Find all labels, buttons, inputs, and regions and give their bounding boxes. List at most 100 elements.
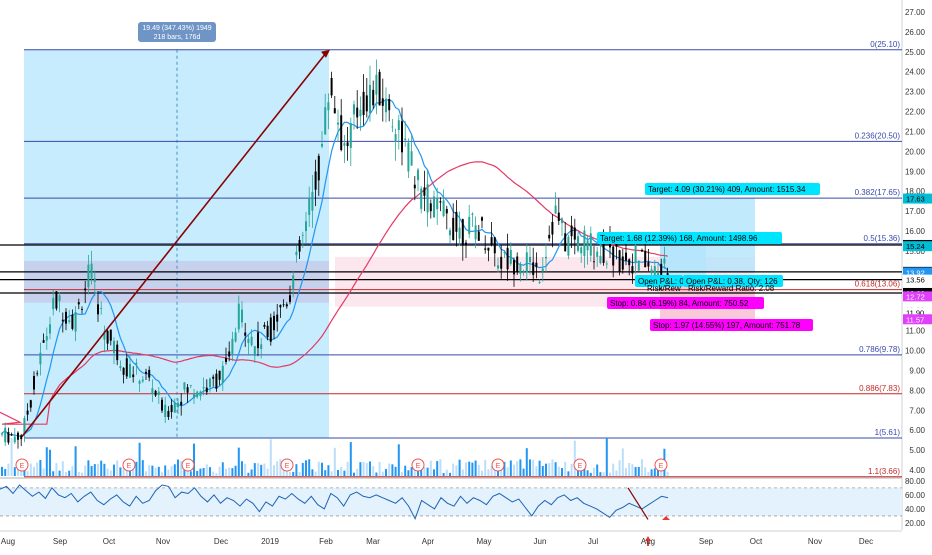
volume-bar (330, 471, 333, 476)
candle-body (612, 246, 615, 266)
candle-body (1, 433, 3, 435)
earnings-marker-4 (411, 458, 425, 472)
candle-body (545, 256, 547, 259)
volume-bar (561, 468, 563, 476)
volume-bar (298, 472, 301, 476)
volume-bar (308, 459, 311, 476)
candle-body (359, 109, 362, 117)
volume-bar (612, 463, 615, 476)
candle-body (266, 325, 269, 338)
volume-bar (650, 469, 653, 476)
price-tick-16: 11.00 (906, 327, 926, 336)
candle-body (324, 107, 327, 135)
rsi-tick-1: 60.00 (905, 491, 926, 500)
candle-body (602, 237, 605, 263)
fib-label-8: 1.1(3.66) (868, 467, 900, 476)
candle-body (388, 99, 391, 111)
volume-bar (314, 471, 317, 476)
candle-body (532, 262, 535, 276)
time-axis[interactable]: Aug Sep Oct Nov Dec 2019 Feb Mar Apr May Jun Jul Aug… (0, 530, 902, 546)
volume-bar (401, 472, 403, 476)
candle-body (71, 314, 74, 329)
candle-body (151, 388, 154, 394)
time-tick-4: Dec (214, 537, 228, 546)
volume-bar (116, 460, 119, 476)
candle-body (269, 317, 272, 342)
volume-bar (205, 464, 208, 476)
price-tag-7: 12.72 (906, 292, 925, 301)
price-tag-9: 11.57 (906, 315, 924, 324)
price-tag-8: 11.90 (906, 309, 924, 318)
candle-body (509, 249, 512, 264)
candle-body (314, 171, 317, 190)
trade-target-label-bg (645, 183, 820, 195)
candle-body (365, 95, 368, 112)
price-tick-20: 7.00 (909, 406, 925, 415)
candle-body (573, 227, 576, 240)
volume-bar (263, 463, 266, 476)
candle-body (116, 344, 119, 361)
fib-label-5: 0.786(9.78) (859, 345, 900, 354)
candle-body (295, 251, 298, 256)
candle-body (564, 233, 567, 252)
candle-body (404, 138, 407, 141)
volume-bar (253, 463, 256, 476)
earnings-marker-6 (573, 458, 587, 472)
rsi-line (0, 484, 669, 521)
earnings-marker-0 (15, 458, 29, 472)
price-axis[interactable]: 27.00 26.00 25.00 24.00 23.00 22.00 21.00 20.00… (903, 8, 932, 528)
fib-label-3: 0.5(15.36) (864, 234, 901, 243)
trade-stop-label: Stop: 1.97 (14.55%) 197, Amount: 751.78 (653, 321, 801, 330)
candle-body (237, 303, 240, 330)
candle-body (154, 390, 157, 396)
volume-bar (394, 466, 397, 476)
candle-body (177, 402, 179, 408)
volume-bar (106, 468, 109, 476)
volume-bar (189, 471, 192, 476)
candle-body (660, 263, 663, 284)
earnings-marker-7 (654, 458, 668, 472)
candle-body (103, 331, 106, 340)
volume-bar (170, 466, 173, 476)
volume-bar (647, 472, 650, 476)
candle-body (519, 264, 522, 274)
time-tick-15: Nov (808, 537, 822, 546)
earnings-marker-label-4: E (416, 463, 421, 470)
candle-body (282, 304, 285, 306)
candle-body (77, 302, 80, 305)
earnings-marker-label-5: E (496, 463, 501, 470)
price-tag-bg-0 (903, 193, 932, 204)
volume-bar (618, 460, 621, 476)
candle-body (346, 142, 349, 147)
candle-body (244, 332, 247, 336)
volume-bar (58, 470, 61, 476)
volume-bar (100, 460, 103, 476)
candle-body (599, 255, 602, 264)
candle-body (135, 362, 138, 365)
candle-body (247, 338, 250, 343)
volume-bar (337, 469, 339, 476)
candle-body (497, 265, 499, 269)
volume-bar (55, 463, 58, 476)
candle-body (209, 378, 211, 388)
volume-bar (29, 463, 32, 476)
candle-body (468, 216, 471, 235)
volume-bar (586, 470, 589, 476)
candle-body (596, 251, 599, 257)
time-tick-0: Aug (1, 537, 15, 546)
candle-body (58, 295, 61, 301)
volume-bar (285, 469, 288, 476)
price-tick-11: 16.00 (905, 227, 926, 236)
volume-bar (461, 469, 464, 476)
time-tick-16: Dec (859, 537, 873, 546)
candle-body (42, 340, 45, 343)
candle-body (391, 126, 394, 128)
volume-bar (596, 464, 599, 476)
price-tag-bg-8 (903, 307, 932, 318)
measure-label-box (138, 22, 216, 42)
candle-body (164, 404, 167, 418)
fib-label-1: 0.236(20.50) (855, 131, 901, 140)
volume-bar (90, 466, 93, 476)
